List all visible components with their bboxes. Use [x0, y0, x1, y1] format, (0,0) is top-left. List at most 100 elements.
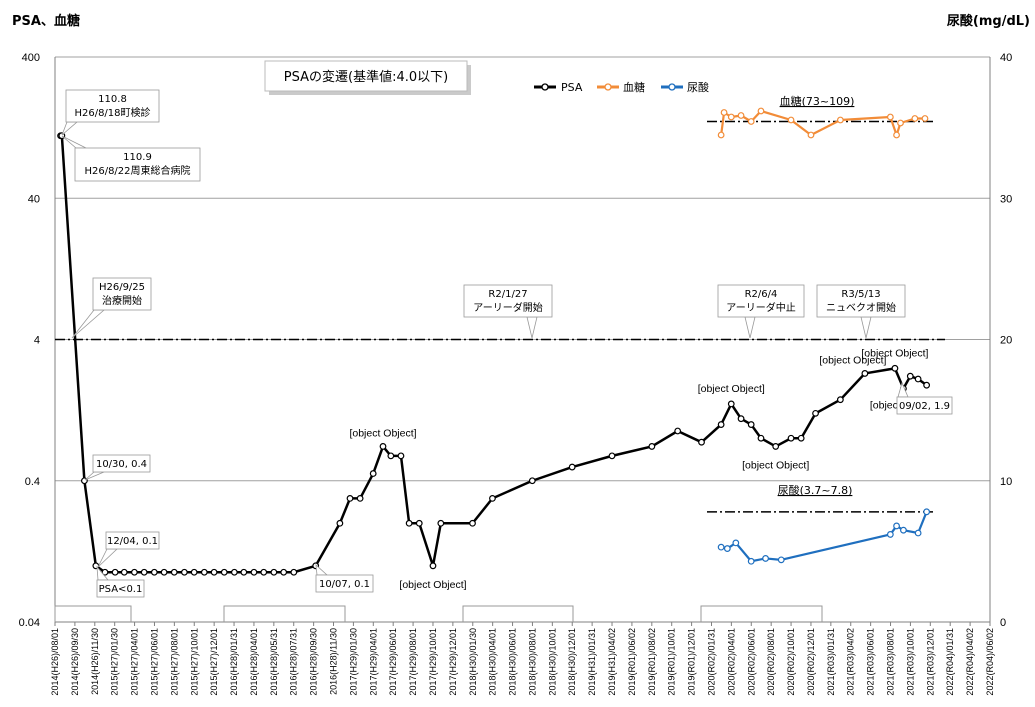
- annotation-pointer: [315, 564, 329, 576]
- x-tick-label: 2019(R01)/10/01: [667, 628, 677, 696]
- x-tick-label: 2019(H31)/04/02: [607, 628, 617, 696]
- x-tick-label: 2021(R03)/10/01: [905, 628, 915, 696]
- psa-point: [379, 443, 387, 450]
- y-left-tick: 4: [34, 335, 40, 347]
- psa-point: [648, 443, 656, 450]
- annotation-text: 12/04, 0.1: [107, 536, 158, 547]
- annotation-a5: 12/04, 0.1: [97, 531, 160, 568]
- x-tick-label: 2015(H27)/06/01: [149, 628, 159, 696]
- annotation-pointer: [744, 316, 756, 339]
- annotation-box: [463, 284, 553, 318]
- annotation-box: [105, 531, 160, 550]
- blood-sugar-point: [787, 116, 795, 124]
- psa-point: [923, 381, 931, 389]
- annotation-a4: 10/30, 0.4: [84, 454, 151, 481]
- annotation-box: [74, 147, 201, 182]
- x-tick-label: 2016(H28)/05/31: [269, 628, 279, 696]
- psa-data-label: [object Object]: [349, 427, 416, 439]
- x-tick-label: 2021(R03)/04/02: [846, 628, 856, 696]
- x-tick-label: 2018(H30)/08/01: [527, 628, 537, 696]
- blood-sugar-point: [893, 131, 900, 139]
- psa-point: [469, 519, 476, 527]
- annotation-pointer: [61, 121, 79, 136]
- annotation-text: ニュベクオ開始: [826, 301, 896, 314]
- x-tick-label: 2022(R04)/04/02: [965, 628, 975, 696]
- psa-point: [891, 364, 899, 372]
- y-right-tick: 40: [1000, 52, 1012, 64]
- y-left-tick: 40: [28, 193, 40, 205]
- uric-acid-point: [893, 522, 900, 530]
- blood-sugar-point: [921, 115, 929, 122]
- x-tick-label: 2014(H26)/11/30: [90, 628, 100, 695]
- x-ticks: 2014(H26)/08/01 2014(H26)/09/30 2014(H26)/…: [50, 622, 995, 696]
- blood-sugar-point: [911, 115, 919, 122]
- x-tick-label: 2016(H28)/09/30: [309, 628, 319, 696]
- psa-point: [437, 519, 445, 527]
- annotation-text: H26/9/25: [99, 282, 145, 293]
- annotation-box: [65, 89, 160, 123]
- x-tick-label: 2021(R03)/12/01: [925, 628, 935, 696]
- uric-acid-point: [747, 557, 755, 565]
- blood-sugar-range-label: 血糖(73~109): [780, 94, 855, 108]
- blood-sugar-point: [836, 116, 844, 124]
- x-tick-label: 2021(R03)/08/01: [886, 628, 896, 696]
- psa-data-label: [object Object]: [698, 383, 765, 395]
- annotation-pointer: [526, 316, 538, 339]
- psa-point: [429, 562, 437, 570]
- annotation-a7: 10/07, 0.1: [315, 564, 374, 593]
- annotation-pointer: [61, 135, 87, 149]
- blood-sugar-point: [747, 118, 755, 125]
- x-tick-label: 2017(H29)/01/30: [348, 628, 358, 696]
- annotation-text: 10/30, 0.4: [96, 459, 147, 470]
- blood-sugar-point: [720, 109, 728, 116]
- x-tick-label: 2015(H27)/04/01: [130, 628, 140, 696]
- annotation-pointer: [84, 471, 105, 481]
- uric-acid-point: [732, 539, 740, 547]
- uric-acid-point: [886, 531, 894, 538]
- annotation-box: [96, 579, 145, 598]
- psa-point: [369, 470, 377, 477]
- chart-title-box: PSAの変遷(基準値:4.0以下): [264, 60, 471, 95]
- psa-point: [787, 434, 795, 442]
- uric-acid-point: [762, 555, 769, 562]
- annotation-text: H26/8/22周東総合病院: [84, 164, 190, 177]
- psa-point: [717, 421, 725, 428]
- psa-point: [190, 568, 198, 576]
- x-tick-label: 2016(H28)/01/31: [229, 628, 239, 696]
- psa-point: [698, 438, 705, 446]
- y-right-tick: 0: [1000, 617, 1006, 629]
- annotation-text: 09/02, 1.9: [899, 401, 950, 412]
- psa-point: [101, 568, 109, 576]
- legend: PSA 血糖 尿酸: [534, 80, 709, 94]
- psa-point: [111, 568, 119, 576]
- blood-sugar-point: [807, 131, 815, 139]
- psa-point: [812, 409, 819, 417]
- annotation-text: 110.8: [98, 94, 127, 105]
- psa-point: [346, 494, 354, 502]
- psa-data-label: [object Object]: [819, 354, 886, 366]
- psa-point: [260, 568, 268, 576]
- blood-sugar-point: [727, 113, 735, 121]
- x-tick-label: 2017(H29)/06/01: [388, 628, 398, 696]
- uric-acid-point: [914, 529, 922, 537]
- annotation-a11: 09/02, 1.9: [896, 381, 953, 415]
- annotation-text: R2/6/4: [745, 289, 778, 300]
- x-tick-label: 2021(R03)/06/01: [866, 628, 876, 696]
- x-tick-label: 2019(R01)/12/01: [687, 628, 697, 696]
- x-tick-label: 2019(H31)/01/31: [587, 628, 597, 696]
- uric-acid-point: [723, 545, 731, 552]
- psa-line: [60, 134, 928, 574]
- y-right-title: 尿酸(mg/dL): [947, 13, 1030, 29]
- psa-point: [727, 400, 735, 408]
- x-tick-label: 2018(H30)/12/01: [567, 628, 577, 696]
- uric-acid-point: [777, 556, 785, 564]
- psa-point: [747, 421, 755, 428]
- x-tick-label: 2016(H28)/07/31: [289, 628, 299, 696]
- y-right-tick: 20: [1000, 335, 1012, 347]
- psa-point: [861, 370, 869, 377]
- x-tick-label: 2022(R04)/01/31: [945, 628, 955, 696]
- y-right-tick: 10: [1000, 476, 1012, 488]
- x-tick-label: 2015(H27)/12/01: [209, 628, 219, 696]
